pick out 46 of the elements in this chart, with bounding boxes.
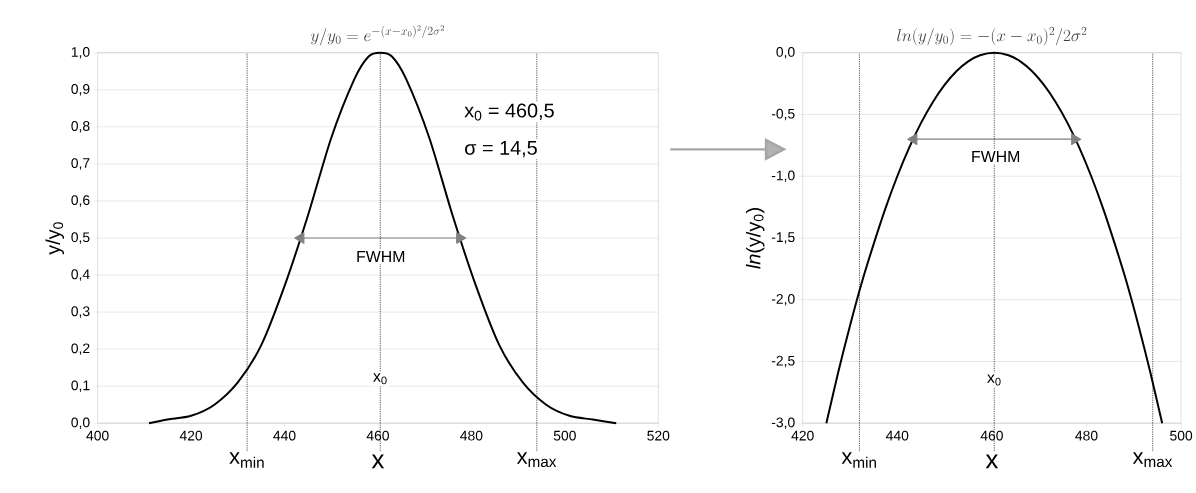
x-tick-label: 420 (179, 430, 203, 441)
y-axis-title: y/y$_{0}$ (45, 222, 65, 255)
y-tick-label: 0,9 (71, 84, 90, 96)
annotation: FWHM (972, 151, 1020, 162)
y-tick-label: 0,7 (71, 158, 90, 170)
ref-line-label: x$_{max}$ (1132, 452, 1173, 468)
x-tick-label: 400 (86, 430, 109, 441)
x-tick-label: 440 (886, 430, 909, 441)
y-tick-label: 0,1 (71, 380, 90, 392)
y-tick-label: 0,4 (71, 269, 90, 281)
annotation: σ = 14,5 (465, 141, 537, 158)
ref-line-label: x$_{max}$ (516, 452, 557, 468)
y-tick-label: 0,0 (71, 417, 90, 429)
y-tick-label: 0,8 (71, 121, 90, 133)
x-tick-label: 480 (460, 430, 483, 441)
y-tick-label: 0,5 (71, 232, 90, 244)
ref-line-label: x$_{min}$ (841, 452, 876, 468)
x-tick-label: 460 (980, 430, 1003, 441)
annotation: x$_{0}$ (373, 373, 387, 385)
y-axis-title: ln(y/y$_{0}$) (745, 208, 765, 269)
x-tick-label: 420 (791, 430, 814, 441)
y-tick-label: 0,2 (71, 343, 90, 355)
x-tick-label: 520 (647, 430, 670, 441)
y-tick-label: -2,0 (771, 294, 795, 306)
annotation: x$_{0}$ (987, 374, 1001, 386)
ref-line-label: x$_{min}$ (229, 452, 264, 468)
x-tick-label: 480 (1075, 430, 1098, 441)
y-tick-label: -2,5 (771, 355, 795, 368)
y-tick-label: 0,0 (776, 47, 795, 59)
x-axis-title: x (985, 454, 999, 469)
x-tick-label: 500 (1170, 430, 1193, 441)
y-tick-label: 0,3 (71, 306, 90, 318)
y-tick-label: -3,0 (771, 417, 795, 429)
y-tick-label: -0,5 (771, 108, 795, 121)
x-tick-label: 500 (553, 430, 576, 441)
y-tick-label: -1,5 (771, 232, 795, 244)
y-tick-label: -1,0 (771, 170, 795, 183)
annotation: FWHM (357, 251, 405, 263)
x-axis-title: x (371, 454, 385, 469)
chart-title: $ln(y/y_0) = -(x-x_0)^2/2\sigma^2$ (897, 26, 1087, 46)
y-tick-label: 0,6 (71, 195, 90, 207)
chart-title: $y/y_0 = e^{-(x-x_0)^2/2\sigma^2}$ (310, 25, 445, 46)
x-tick-label: 440 (273, 430, 296, 441)
x-tick-label: 460 (366, 430, 389, 441)
annotation: x$_{0}$ = 460,5 (464, 103, 554, 121)
y-tick-label: 1,0 (71, 47, 90, 59)
